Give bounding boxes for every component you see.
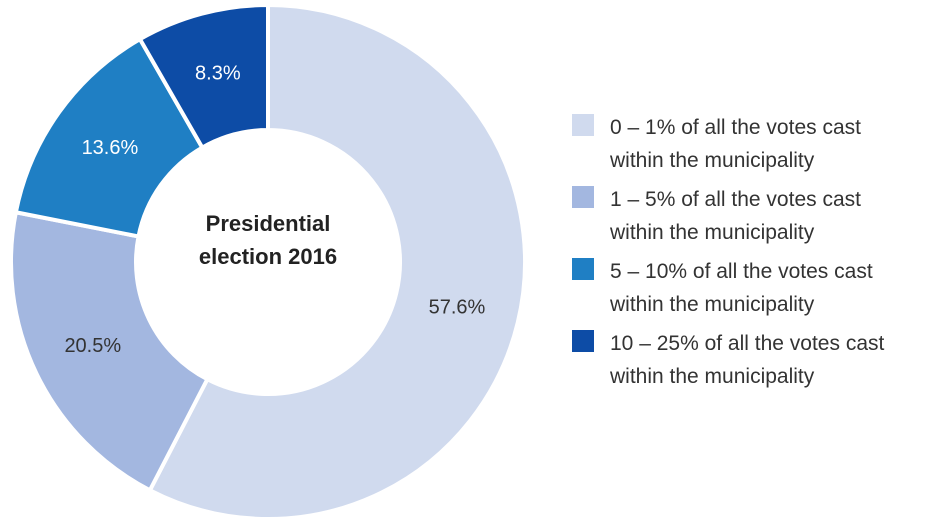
legend-swatch: [572, 114, 594, 136]
legend-label-line-1: 1 – 5% of all the votes cast: [610, 188, 861, 211]
center-title-line-2: election 2016: [199, 244, 337, 269]
legend-label-line-2: within the municipality: [610, 293, 815, 316]
legend-item: 1 – 5% of all the votes cast within the …: [572, 183, 943, 249]
pie-slice: [9, 209, 211, 493]
slice-value-label: 13.6%: [82, 137, 139, 159]
legend-swatch: [572, 258, 594, 280]
pie-slice: [137, 2, 270, 151]
legend-swatch: [572, 330, 594, 352]
legend-swatch: [572, 186, 594, 208]
legend-label-line-1: 0 – 1% of all the votes cast: [610, 116, 861, 139]
legend-label-line-1: 5 – 10% of all the votes cast: [610, 260, 873, 283]
legend-label: 0 – 1% of all the votes cast within the …: [610, 111, 861, 177]
legend-label-line-2: within the municipality: [610, 149, 815, 172]
legend-label-line-2: within the municipality: [610, 365, 815, 388]
legend-label: 10 – 25% of all the votes cast within th…: [610, 327, 884, 393]
chart-legend: 0 – 1% of all the votes cast within the …: [572, 111, 943, 399]
slice-value-label: 20.5%: [64, 335, 121, 357]
legend-label-line-2: within the municipality: [610, 221, 815, 244]
slice-value-label: 57.6%: [429, 296, 486, 318]
legend-item: 10 – 25% of all the votes cast within th…: [572, 327, 943, 393]
legend-label: 5 – 10% of all the votes cast within the…: [610, 255, 873, 321]
center-title-line-1: Presidential: [206, 211, 331, 236]
legend-item: 5 – 10% of all the votes cast within the…: [572, 255, 943, 321]
slice-value-label: 8.3%: [195, 62, 241, 84]
legend-label-line-1: 10 – 25% of all the votes cast: [610, 332, 885, 355]
pie-slice: [147, 2, 527, 520]
pie-slice: [13, 36, 205, 239]
legend-label: 1 – 5% of all the votes cast within the …: [610, 183, 861, 249]
legend-item: 0 – 1% of all the votes cast within the …: [572, 111, 943, 177]
